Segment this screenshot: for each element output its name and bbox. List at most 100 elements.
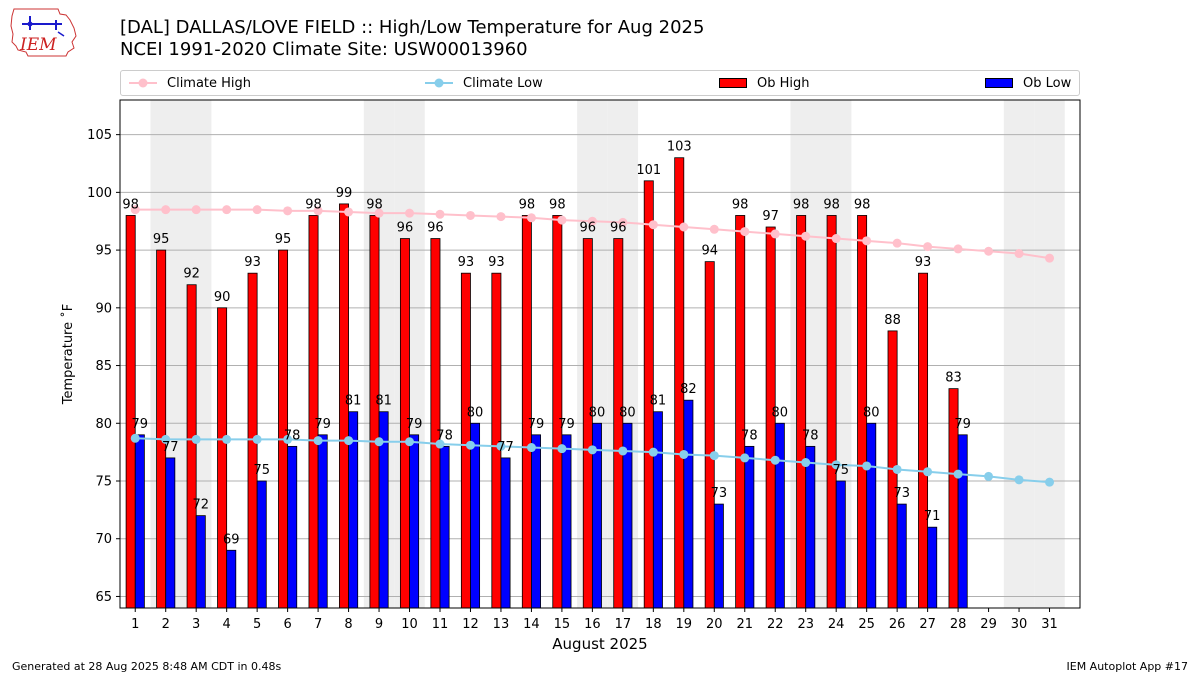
y-tick-label: 105 — [87, 128, 112, 143]
y-tick-label: 95 — [95, 244, 112, 259]
ob-high-label: 96 — [427, 221, 444, 236]
x-tick-label: 23 — [797, 617, 814, 632]
ob-low-bar — [500, 457, 511, 609]
climate-low-point — [618, 446, 628, 456]
x-tick-label: 21 — [736, 617, 753, 632]
ob-high-bar — [704, 261, 715, 609]
plot-frame — [119, 99, 1081, 609]
ob-high-label: 98 — [823, 197, 840, 212]
x-tick-label: 13 — [493, 617, 510, 632]
ob-high-label: 98 — [732, 197, 749, 212]
ob-high-label: 93 — [458, 255, 475, 270]
ob-low-label: 79 — [406, 417, 423, 432]
ob-high-bar — [399, 238, 410, 609]
ob-low-label: 69 — [223, 532, 240, 547]
ob-high-label: 90 — [214, 290, 231, 305]
climate-high-point — [557, 215, 567, 225]
ob-low-bar — [256, 480, 267, 609]
x-tick-label: 25 — [858, 617, 875, 632]
ob-low-bar — [287, 445, 298, 609]
ob-high-label: 94 — [701, 244, 718, 259]
climate-high-point — [435, 209, 445, 219]
legend-climate-high: Climate High — [129, 74, 251, 92]
ob-high-label: 98 — [122, 197, 139, 212]
app-footer: IEM Autoplot App #17 — [1066, 660, 1189, 673]
generated-footer: Generated at 28 Aug 2025 8:48 AM CDT in … — [12, 660, 282, 673]
legend: Climate High Climate Low Ob High Ob Low — [120, 70, 1080, 96]
ob-low-label: 73 — [711, 486, 728, 501]
climate-low-point — [222, 434, 232, 444]
ob-high-bar — [186, 284, 197, 609]
ob-low-bar — [774, 422, 785, 609]
ob-low-bar — [317, 434, 328, 609]
x-tick-label: 9 — [375, 617, 383, 632]
x-tick-label: 20 — [706, 617, 723, 632]
ob-low-bar — [195, 515, 206, 609]
ob-low-label: 81 — [375, 394, 392, 409]
x-tick-label: 3 — [192, 617, 200, 632]
ob-high-bar — [887, 330, 898, 609]
climate-low-point — [648, 447, 658, 457]
x-axis-label: August 2025 — [552, 635, 647, 653]
ob-low-label: 78 — [802, 428, 819, 443]
ob-high-label: 99 — [336, 186, 353, 201]
ob-low-bar — [561, 434, 572, 609]
ob-low-bar — [470, 422, 481, 609]
climate-low-point — [679, 449, 689, 459]
climate-high-point — [1045, 253, 1055, 263]
ob-low-label: 71 — [924, 509, 941, 524]
ob-high-label: 95 — [153, 232, 170, 247]
x-tick-label: 6 — [283, 617, 291, 632]
climate-high-point — [953, 244, 963, 254]
climate-low-point — [191, 434, 201, 444]
ob-low-bar — [531, 434, 541, 609]
legend-ob-low: Ob Low — [985, 74, 1071, 92]
iem-logo: IEM — [10, 8, 77, 57]
climate-high-point — [587, 216, 597, 226]
ob-low-label: 79 — [558, 417, 575, 432]
climate-high-point — [252, 205, 262, 215]
ob-low-label: 79 — [132, 417, 149, 432]
ob-high-label: 97 — [762, 209, 779, 224]
ob-high-bar — [369, 215, 380, 609]
ob-low-bar — [866, 422, 877, 609]
climate-low-point — [770, 455, 780, 465]
ob-high-label: 95 — [275, 232, 292, 247]
ob-high-label: 98 — [549, 197, 566, 212]
x-tick-label: 5 — [253, 617, 261, 632]
climate-low-point — [923, 467, 933, 477]
weekend-shade — [607, 100, 639, 608]
ob-high-bar — [826, 215, 837, 609]
climate-high-point — [222, 205, 232, 215]
ob-high-bar — [430, 238, 441, 609]
ob-high-bar — [735, 215, 746, 609]
x-tick-label: 2 — [162, 617, 170, 632]
climate-high-point — [740, 227, 750, 237]
ob-low-label: 79 — [314, 417, 331, 432]
ob-high-bar — [765, 226, 776, 609]
climate-high-point — [618, 217, 628, 227]
ob-high-label: 98 — [793, 197, 810, 212]
weekend-shade — [820, 100, 852, 608]
climate-low-point — [252, 434, 262, 444]
climate-low-point — [526, 443, 536, 453]
ob-high-label: 93 — [915, 255, 932, 270]
climate-low-line — [135, 437, 1050, 484]
climate-high-point — [831, 234, 841, 244]
ob-low-bar — [226, 549, 237, 609]
ob-low-bar — [957, 434, 968, 609]
climate-high-point — [374, 208, 384, 218]
climate-high-point — [770, 229, 780, 239]
ob-low-label: 81 — [345, 394, 362, 409]
ob-high-bar — [918, 272, 929, 609]
climate-high-point — [923, 242, 933, 252]
ob-high-bar — [125, 215, 136, 609]
weekend-shade — [1003, 100, 1035, 608]
climate-low-point — [862, 461, 872, 471]
ob-high-bar — [521, 215, 532, 609]
ob-high-label: 88 — [884, 313, 901, 328]
climate-low-point — [709, 451, 719, 461]
x-tick-label: 8 — [344, 617, 352, 632]
climate-high-point — [1014, 249, 1024, 259]
